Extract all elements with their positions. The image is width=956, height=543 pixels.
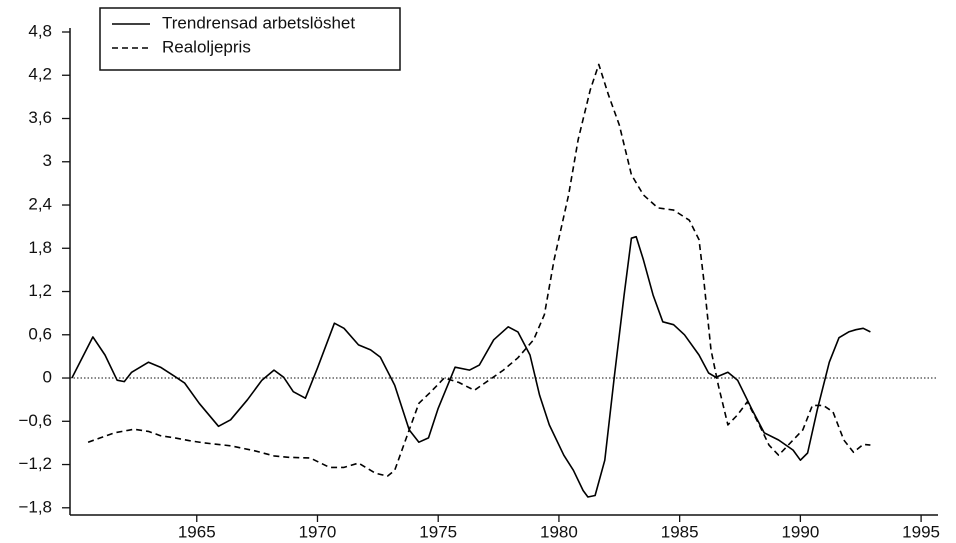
- y-tick-label: 1,8: [28, 238, 52, 257]
- x-tick-label: 1965: [178, 522, 216, 541]
- y-tick-label: 3: [43, 151, 52, 170]
- data-line: [71, 235, 871, 498]
- x-tick-label: 1985: [661, 522, 699, 541]
- y-tick-label: 2,4: [28, 194, 52, 213]
- legend-label: Trendrensad arbetslöshet: [162, 13, 355, 32]
- legend-label: Realoljepris: [162, 37, 251, 56]
- y-tick-label: 0,6: [28, 324, 52, 343]
- y-tick-label: −1,2: [18, 454, 52, 473]
- y-tick-label: 1,2: [28, 281, 52, 300]
- legend-box: [99, 7, 401, 71]
- x-tick-label: 1970: [299, 522, 337, 541]
- data-line: [87, 63, 871, 477]
- x-tick-label: 1995: [902, 522, 940, 541]
- x-tick-label: 1990: [781, 522, 819, 541]
- y-tick-label: −0,6: [18, 411, 52, 430]
- y-tick-label: 4,8: [28, 21, 52, 40]
- y-tick-label: −1,8: [18, 497, 52, 516]
- y-tick-label: 0: [43, 368, 52, 387]
- x-tick-label: 1975: [419, 522, 457, 541]
- y-tick-label: 4,2: [28, 65, 52, 84]
- x-tick-label: 1980: [540, 522, 578, 541]
- y-tick-label: 3,6: [28, 108, 52, 127]
